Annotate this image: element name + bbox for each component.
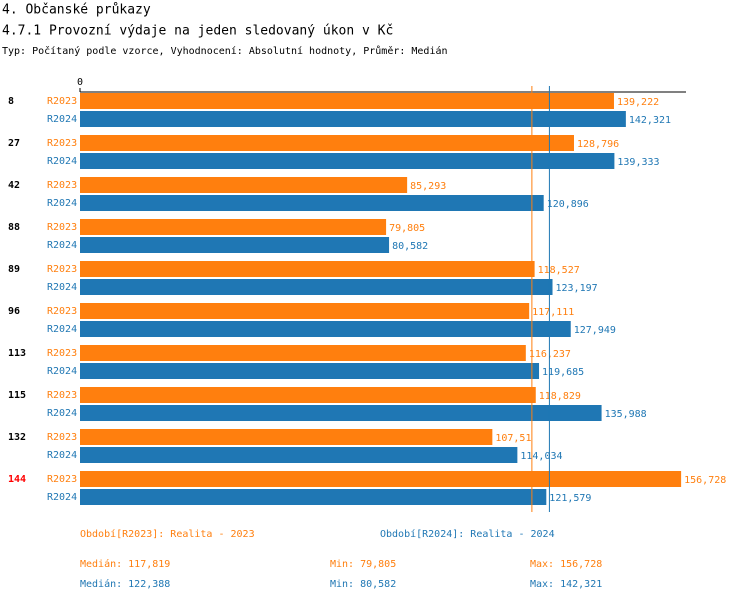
value-label: 80,582 (392, 241, 428, 252)
stat-name: Max: (530, 579, 554, 590)
series-label: R2024 (47, 366, 77, 377)
value-label: 127,949 (574, 325, 616, 336)
series-label: R2023 (47, 264, 77, 275)
bar (80, 135, 574, 151)
category-label: 144 (8, 474, 26, 485)
series-label: R2024 (47, 450, 77, 461)
bar (80, 363, 540, 379)
category-label: 89 (8, 264, 20, 275)
stat-value: 117,819 (128, 559, 170, 570)
category-label: 113 (8, 348, 26, 359)
series-label: R2024 (47, 282, 77, 293)
stat-value: 142,321 (560, 579, 602, 590)
bar (80, 303, 530, 319)
value-label: 128,796 (577, 139, 619, 150)
series-label: R2024 (47, 492, 77, 503)
series-label: R2023 (47, 390, 77, 401)
value-label: 120,896 (547, 199, 589, 210)
legend-entry: Období[R2023]: Realita - 2023 (80, 528, 255, 540)
value-label: 117,111 (532, 307, 574, 318)
series-label: R2024 (47, 156, 77, 167)
category-label: 96 (8, 306, 20, 317)
value-label: 139,333 (617, 157, 659, 168)
chart-title: 4.7.1 Provozní výdaje na jeden sledovaný… (2, 24, 393, 39)
category-label: 8 (8, 96, 14, 107)
bar (80, 429, 493, 445)
category-label: 42 (8, 180, 20, 191)
series-label: R2024 (47, 240, 77, 251)
series-label: R2024 (47, 324, 77, 335)
value-label: 139,222 (617, 97, 659, 108)
subtitle: Typ: Počítaný podle vzorce, Vyhodnocení:… (2, 45, 448, 57)
x-tick-label: 0 (77, 77, 83, 88)
value-label: 142,321 (629, 115, 671, 126)
bar (80, 489, 547, 505)
category-label: 27 (8, 138, 20, 149)
bar (80, 345, 526, 361)
series-label: R2023 (47, 222, 77, 233)
bar (80, 261, 535, 277)
stat-name: Min: (330, 579, 354, 590)
stat-value: 156,728 (560, 559, 602, 570)
value-label: 156,728 (684, 475, 726, 486)
bar (80, 447, 518, 463)
value-label: 85,293 (410, 181, 446, 192)
stat-value: 80,582 (360, 579, 396, 590)
series-label: R2023 (47, 96, 77, 107)
series-label: R2023 (47, 138, 77, 149)
stat-name: Medián: (80, 558, 122, 570)
bar (80, 93, 614, 109)
stat-value: 79,805 (360, 559, 396, 570)
category-label: 88 (8, 222, 20, 233)
category-label: 132 (8, 432, 26, 443)
bar (80, 471, 682, 487)
series-label: R2024 (47, 114, 77, 125)
series-label: R2023 (47, 180, 77, 191)
value-label: 118,829 (539, 391, 581, 402)
series-label: R2023 (47, 306, 77, 317)
stat-value: 122,388 (128, 579, 170, 590)
stat-name: Medián: (80, 578, 122, 590)
stat-name: Min: (330, 559, 354, 570)
value-label: 123,197 (556, 283, 598, 294)
bar (80, 279, 553, 295)
section-title: 4. Občanské průkazy (2, 3, 151, 18)
value-label: 135,988 (605, 409, 647, 420)
value-label: 79,805 (389, 223, 425, 234)
bar (80, 219, 387, 235)
series-label: R2024 (47, 408, 77, 419)
bar (80, 237, 390, 253)
bar (80, 321, 571, 337)
series-label: R2023 (47, 348, 77, 359)
stat-name: Max: (530, 559, 554, 570)
bar (80, 387, 536, 403)
category-label: 115 (8, 390, 26, 401)
bar (80, 405, 602, 421)
legend-entry: Období[R2024]: Realita - 2024 (380, 528, 555, 540)
bar (80, 153, 615, 169)
value-label: 119,685 (542, 367, 584, 378)
series-label: R2024 (47, 198, 77, 209)
value-label: 114,034 (520, 451, 562, 462)
bar (80, 111, 626, 127)
bar (80, 195, 544, 211)
value-label: 121,579 (549, 493, 591, 504)
series-label: R2023 (47, 432, 77, 443)
series-label: R2023 (47, 474, 77, 485)
value-label: 107,51 (495, 433, 531, 444)
bar (80, 177, 408, 193)
value-label: 118,527 (538, 265, 580, 276)
